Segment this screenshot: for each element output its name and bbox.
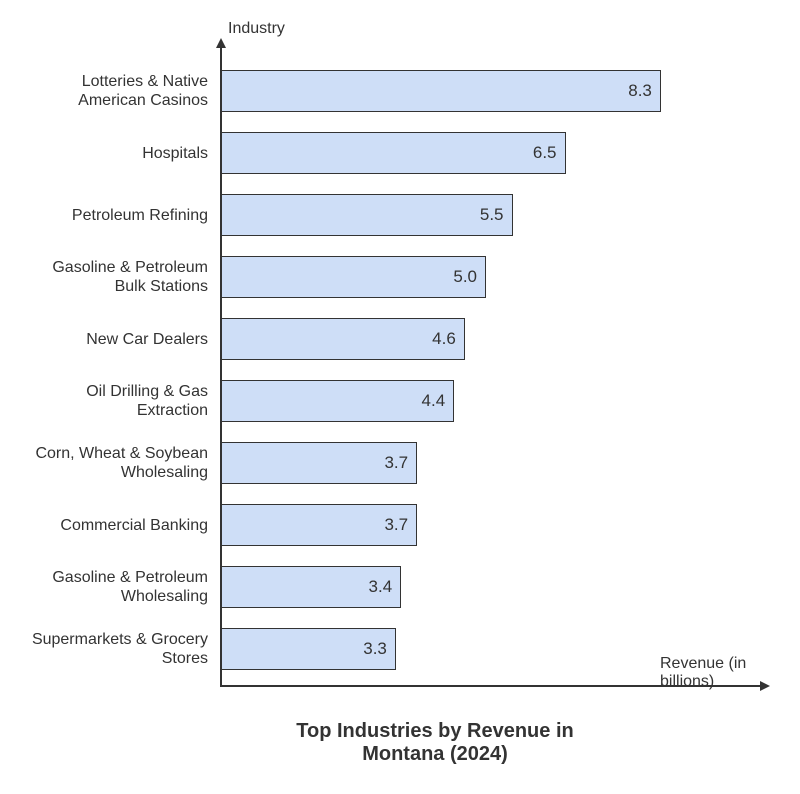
bar: 4.6 <box>221 318 465 360</box>
bar-value: 6.5 <box>533 143 557 163</box>
y-axis-title: Industry <box>228 20 285 38</box>
bar: 8.3 <box>221 70 661 112</box>
bar-value: 3.4 <box>369 577 393 597</box>
bar: 5.0 <box>221 256 486 298</box>
category-label: Oil Drilling & Gas Extraction <box>0 382 208 420</box>
bar-value: 4.6 <box>432 329 456 349</box>
bar-value: 5.0 <box>453 267 477 287</box>
bar-value: 3.7 <box>384 453 408 473</box>
bar: 3.4 <box>221 566 401 608</box>
category-label: Petroleum Refining <box>0 206 208 225</box>
bar-value: 3.3 <box>363 639 387 659</box>
chart-title: Top Industries by Revenue in Montana (20… <box>250 720 620 766</box>
bar: 3.7 <box>221 442 417 484</box>
category-label: Lotteries & Native American Casinos <box>0 72 208 110</box>
bar-value: 5.5 <box>480 205 504 225</box>
x-axis-arrow <box>760 681 770 691</box>
category-label: Corn, Wheat & Soybean Wholesaling <box>0 444 208 482</box>
bar: 5.5 <box>221 194 513 236</box>
bar: 3.3 <box>221 628 396 670</box>
bar-value: 8.3 <box>628 81 652 101</box>
category-label: New Car Dealers <box>0 330 208 349</box>
bar: 4.4 <box>221 380 454 422</box>
bar-value: 3.7 <box>384 515 408 535</box>
category-label: Hospitals <box>0 144 208 163</box>
bar-value: 4.4 <box>422 391 446 411</box>
chart-container: Industry Revenue (in billions) Top Indus… <box>0 0 800 794</box>
category-label: Gasoline & Petroleum Wholesaling <box>0 568 208 606</box>
x-axis-title: Revenue (in billions) <box>660 655 746 691</box>
category-label: Supermarkets & Grocery Stores <box>0 630 208 668</box>
bar: 3.7 <box>221 504 417 546</box>
category-label: Gasoline & Petroleum Bulk Stations <box>0 258 208 296</box>
bar: 6.5 <box>221 132 566 174</box>
category-label: Commercial Banking <box>0 516 208 535</box>
